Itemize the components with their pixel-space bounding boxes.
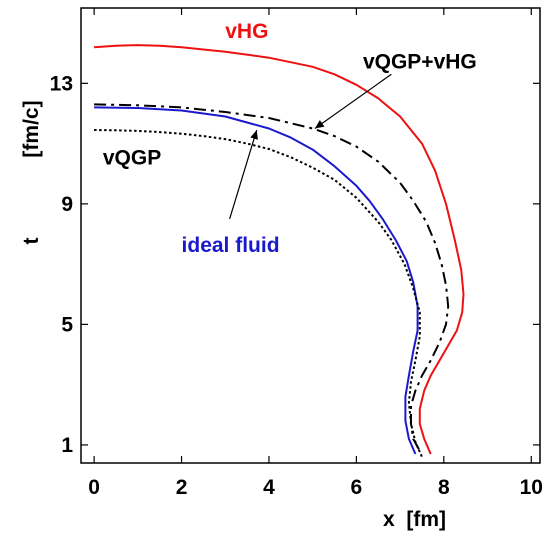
y-axis-label-variable: t bbox=[20, 238, 43, 245]
annotation-label: vHG bbox=[225, 20, 268, 43]
series-line-vqgp-vhg bbox=[94, 103, 450, 452]
series-line-vhg bbox=[94, 44, 465, 455]
annotation-label: ideal fluid bbox=[182, 234, 280, 257]
annotation-label: vQGP bbox=[103, 147, 161, 170]
y-tick-label: 9 bbox=[61, 193, 73, 216]
annotation-labels: vHG vQGP+vHG vQGP ideal fluid bbox=[103, 20, 477, 257]
series-layer bbox=[94, 44, 465, 458]
y-axis-label-unit: [fm/c] bbox=[20, 100, 43, 157]
plot-frame bbox=[80, 7, 541, 464]
annotation-arrow bbox=[229, 129, 258, 220]
annotation-arrow bbox=[314, 73, 392, 130]
y-tick-label: 1 bbox=[61, 434, 73, 457]
annotation-arrows bbox=[229, 73, 392, 220]
y-tick-label: 5 bbox=[61, 313, 73, 336]
axis-ticks: 0 2 4 6 8 10 1 5 9 13 bbox=[50, 8, 543, 499]
y-tick-label: 13 bbox=[50, 72, 73, 95]
series-line-vqgp bbox=[94, 129, 423, 458]
x-tick-label: 4 bbox=[263, 476, 275, 499]
series-line-ideal-fluid bbox=[94, 106, 419, 455]
x-tick-label: 2 bbox=[176, 476, 188, 499]
x-tick-label: 0 bbox=[88, 476, 100, 499]
x-tick-label: 8 bbox=[438, 476, 450, 499]
x-axis-label: x [fm] bbox=[383, 508, 446, 531]
x-tick-label: 6 bbox=[351, 476, 363, 499]
x-tick-label: 10 bbox=[520, 476, 543, 499]
annotation-label: vQGP+vHG bbox=[363, 50, 477, 73]
